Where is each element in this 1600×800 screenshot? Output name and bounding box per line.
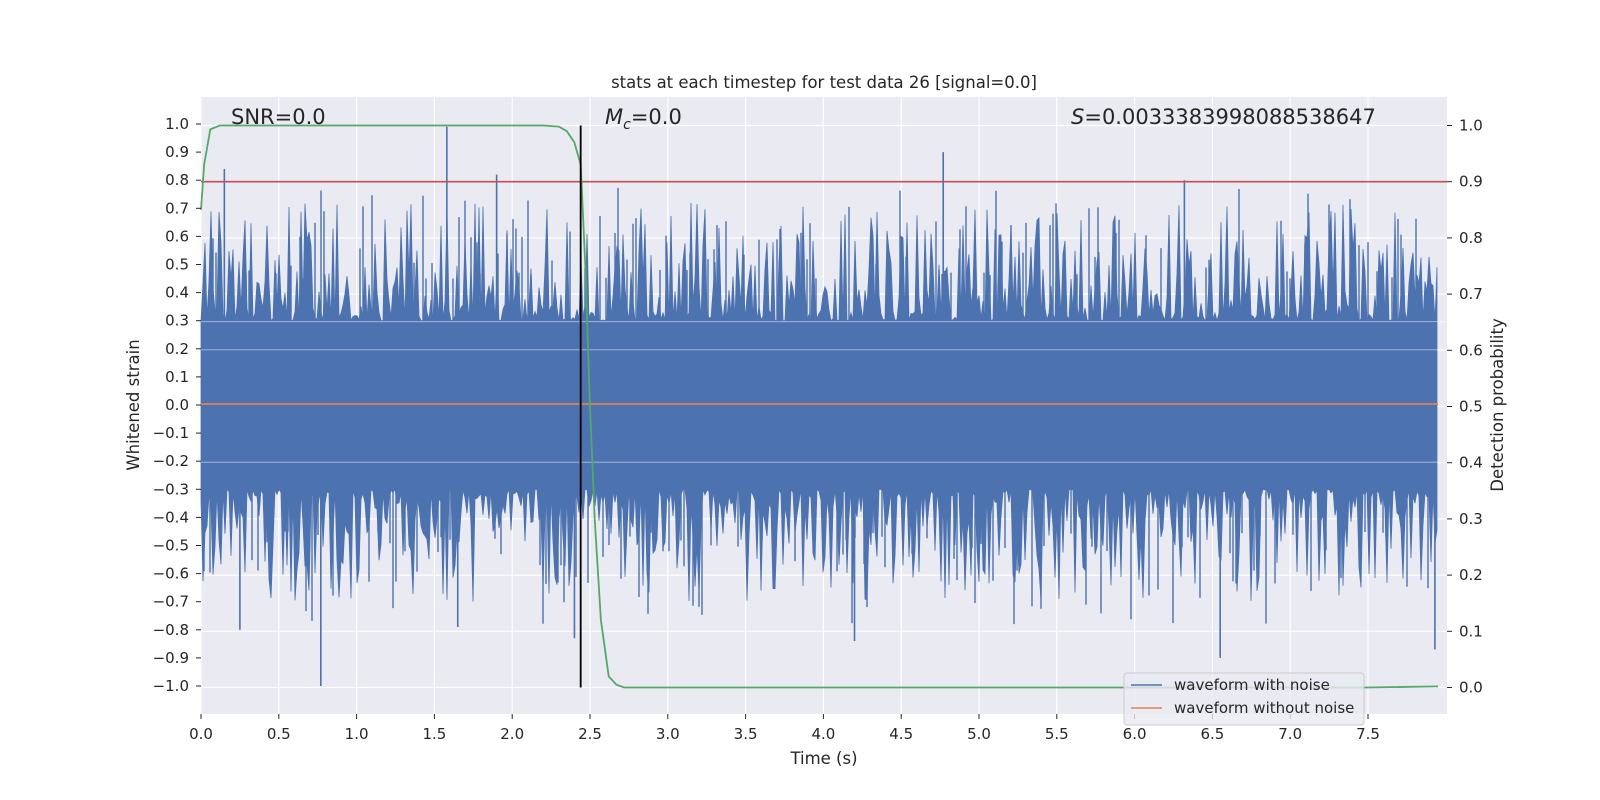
x-tick-label: 7.5 xyxy=(1356,725,1380,743)
y-tick-label: −0.7 xyxy=(153,593,189,611)
y-tick-label: 0.9 xyxy=(165,143,189,161)
x-tick-label: 6.0 xyxy=(1123,725,1147,743)
y-tick-label: −0.4 xyxy=(153,508,189,526)
series-layer xyxy=(200,124,1447,689)
y-tick-label: 0.1 xyxy=(165,368,189,386)
y2-tick-label: 0.8 xyxy=(1459,229,1483,247)
y-tick-label: −0.6 xyxy=(153,565,189,583)
s-value: =0.0033383998088538647 xyxy=(1084,105,1376,129)
y-tick-label: 0.2 xyxy=(165,340,189,358)
x-tick-label: 0.5 xyxy=(267,725,291,743)
y-tick-label: −0.9 xyxy=(153,649,189,667)
y2-tick-label: 0.3 xyxy=(1459,510,1483,528)
x-tick-label: 2.0 xyxy=(500,725,524,743)
y-tick-label: −0.2 xyxy=(153,452,189,470)
x-tick-label: 4.0 xyxy=(811,725,835,743)
y2-tick-label: 0.1 xyxy=(1459,622,1483,640)
mc-subscript: c xyxy=(623,117,631,133)
legend-frame xyxy=(1123,672,1365,726)
noise-band xyxy=(200,126,1447,686)
y-tick-label: −0.8 xyxy=(153,621,189,639)
y2-tick-label: 1.0 xyxy=(1459,117,1483,135)
x-tick-label: 6.5 xyxy=(1200,725,1224,743)
mc-symbol: M xyxy=(605,105,623,129)
snr-annotation: SNR=0.0 xyxy=(231,105,326,129)
x-tick-label: 3.5 xyxy=(734,725,758,743)
y2-tick-label: 0.0 xyxy=(1459,679,1483,697)
y-tick-label: 0.6 xyxy=(165,227,189,245)
x-tick-label: 5.0 xyxy=(967,725,991,743)
y-tick-label: −0.1 xyxy=(153,424,189,442)
s-annotation: S=0.0033383998088538647 xyxy=(1071,105,1376,129)
mc-annotation: Mc=0.0 xyxy=(605,105,682,133)
y-tick-label: 0.8 xyxy=(165,171,189,189)
noisy-waveform-spikes xyxy=(203,187,1429,625)
chart-title: stats at each timestep for test data 26 … xyxy=(611,73,1037,92)
y2-tick-label: 0.2 xyxy=(1459,566,1483,584)
y2-tick-label: 0.5 xyxy=(1459,398,1483,416)
y-tick-label: 0.4 xyxy=(165,284,189,302)
s-symbol: S xyxy=(1071,105,1084,129)
y-axis-label: Whitened strain xyxy=(124,339,143,470)
mc-value: =0.0 xyxy=(631,105,682,129)
y-tick-label: −1.0 xyxy=(153,677,189,695)
x-tick-label: 4.5 xyxy=(889,725,913,743)
x-tick-label: 5.5 xyxy=(1045,725,1069,743)
x-tick-label: 1.5 xyxy=(422,725,446,743)
x-axis: 0.0 0.5 1.0 1.5 2.0 2.5 3.0 3.5 4.0 4.5 5.0 5.5 6.0 6… xyxy=(189,714,1380,743)
x-tick-label: 1.0 xyxy=(345,725,369,743)
y-tick-label: 0.7 xyxy=(165,199,189,217)
y-axis-left: 1.0 0.9 0.8 0.7 0.6 0.5 0.4 0.3 0.2 0.1 0.0 −0.1 −0.… xyxy=(153,115,201,695)
y2-axis-label: Detection probability xyxy=(1488,318,1507,492)
x-tick-label: 0.0 xyxy=(189,725,213,743)
y2-tick-label: 0.7 xyxy=(1459,285,1483,303)
x-tick-label: 7.0 xyxy=(1278,725,1302,743)
y2-tick-label: 0.9 xyxy=(1459,173,1483,191)
y-tick-label: 1.0 xyxy=(165,115,189,133)
y2-tick-label: 0.6 xyxy=(1459,341,1483,359)
legend-label-clean: waveform without noise xyxy=(1174,699,1354,717)
x-tick-label: 2.5 xyxy=(578,725,602,743)
y-axis-right: 1.0 0.9 0.8 0.7 0.6 0.5 0.4 0.3 0.2 0.1 0.0 xyxy=(1447,117,1483,697)
y-tick-label: 0.0 xyxy=(165,396,189,414)
legend-label-noisy: waveform with noise xyxy=(1174,676,1330,694)
y2-tick-label: 0.4 xyxy=(1459,454,1483,472)
y-tick-label: 0.5 xyxy=(165,256,189,274)
x-axis-label: Time (s) xyxy=(789,749,857,768)
y-tick-label: −0.3 xyxy=(153,480,189,498)
legend: waveform with noise waveform without noi… xyxy=(1123,672,1365,726)
noisy-waveform-band xyxy=(200,203,1438,602)
y-tick-label: −0.5 xyxy=(153,537,189,555)
x-tick-label: 3.0 xyxy=(656,725,680,743)
y-tick-label: 0.3 xyxy=(165,312,189,330)
